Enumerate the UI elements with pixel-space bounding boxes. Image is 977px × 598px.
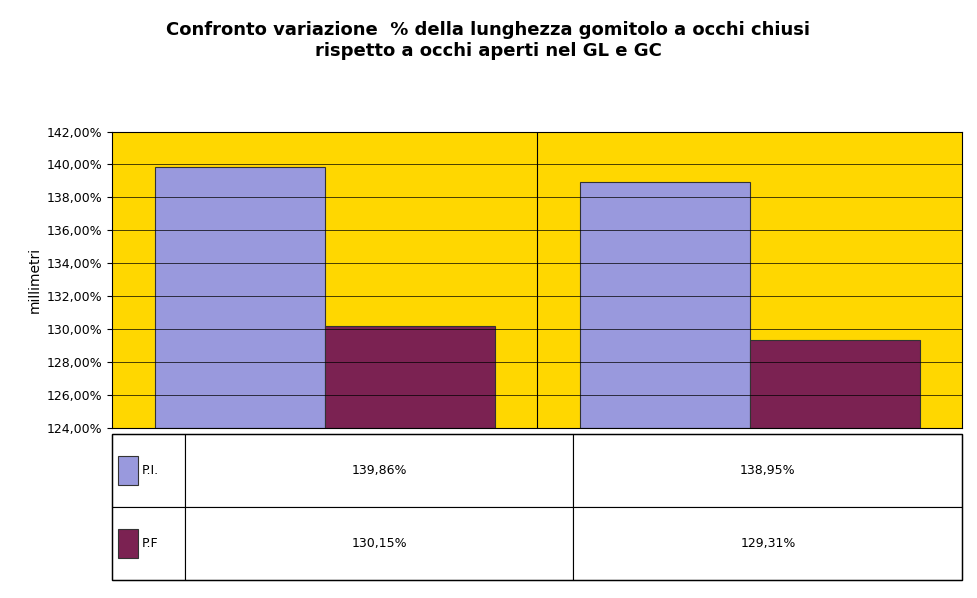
Bar [750,340,920,428]
Text: Confronto variazione  % della lunghezza gomitolo a occhi chiusi
rispetto a occhi: Confronto variazione % della lunghezza g… [166,21,811,60]
Y-axis label: millimetri: millimetri [27,246,41,313]
Text: 139,86%: 139,86% [352,463,406,477]
Text: 130,15%: 130,15% [351,537,406,550]
Text: P.F: P.F [142,537,158,550]
Bar [324,327,495,428]
Text: 138,95%: 138,95% [741,463,795,477]
Bar [154,167,324,428]
Text: 129,31%: 129,31% [741,537,795,550]
Bar [580,182,750,428]
Text: P.I.: P.I. [142,463,159,477]
